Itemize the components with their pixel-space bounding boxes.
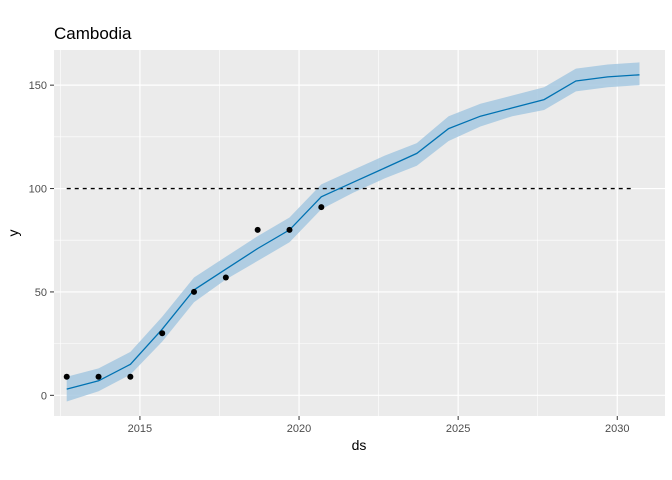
data-point <box>63 373 70 380</box>
y-tick-label-100: 100 <box>29 184 47 196</box>
y-tick-label-50: 50 <box>35 287 47 299</box>
x-tick-label-2015: 2015 <box>128 423 152 435</box>
data-point <box>254 226 261 233</box>
data-point <box>191 288 198 295</box>
forecast-line-group <box>66 74 640 390</box>
x-axis-title: ds <box>352 437 367 453</box>
data-point <box>95 373 102 380</box>
data-point <box>127 373 134 380</box>
y-axis-title: y <box>5 230 21 237</box>
x-tick-label-2020: 2020 <box>287 423 311 435</box>
observed-points <box>63 204 325 380</box>
x-tick-label-2025: 2025 <box>446 423 470 435</box>
plot-panel <box>54 50 665 416</box>
data-point <box>318 204 325 211</box>
y-tick-label-150: 150 <box>29 80 47 92</box>
data-point <box>286 226 293 233</box>
data-point <box>222 274 229 281</box>
x-axis-ticks: 2015 2020 2025 2030 <box>128 416 630 435</box>
data-point <box>159 330 166 337</box>
forecast-line <box>66 74 640 390</box>
x-tick-label-2030: 2030 <box>605 423 629 435</box>
y-tick-label-0: 0 <box>41 390 47 402</box>
y-axis-ticks: 0 50 100 150 <box>29 80 54 402</box>
chart-title: Cambodia <box>54 24 132 43</box>
